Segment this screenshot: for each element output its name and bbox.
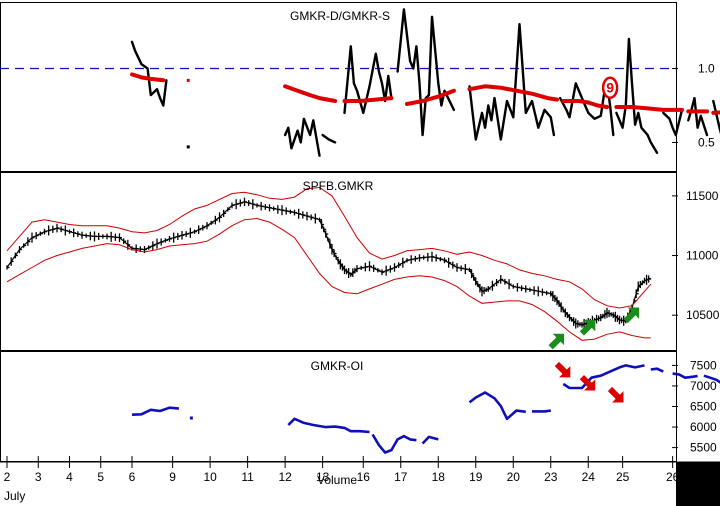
- corner-box: [676, 462, 720, 506]
- arrow-shape: [623, 307, 640, 324]
- ratio-line: [130, 40, 168, 107]
- upper-band-line: [6, 186, 652, 309]
- x-tick-label: 10: [203, 470, 217, 484]
- x-tick-label: 23: [544, 470, 558, 484]
- x-tick-label: 13: [316, 470, 330, 484]
- arrow-shape: [579, 374, 596, 391]
- ratio-line: [321, 133, 337, 144]
- ratio-ma-line: [283, 84, 338, 103]
- oi-line: [650, 367, 664, 373]
- x-tick-label: 6: [129, 470, 136, 484]
- arrow-up-icon: [579, 320, 596, 336]
- oi-line: [672, 372, 698, 379]
- ratio-panel: 981.00.5: [0, 8, 720, 157]
- volume-label: Volume: [317, 473, 357, 487]
- ratio-ma-line: [467, 84, 559, 102]
- price-panel: 11500 11000 10500: [6, 186, 720, 350]
- x-tick-label: 4: [66, 470, 73, 484]
- arrow-up-icon: [548, 333, 565, 350]
- y-tick-label: 0.5: [698, 135, 715, 149]
- x-tick-label: 20: [507, 470, 521, 484]
- ratio-line: [396, 8, 456, 137]
- x-axis: 2 3 4 5 6 9 10 11 12 13 16 17 18 19 20 23 24 25 26: [4, 456, 720, 506]
- x-tick-label: 3: [35, 470, 42, 484]
- x-tick-label: 25: [616, 470, 630, 484]
- x-tick-label: 2: [4, 470, 11, 484]
- oi-panel-title: GMKR-OI: [311, 359, 364, 373]
- x-tick-label: 24: [582, 470, 596, 484]
- x-tick-label: 5: [97, 470, 104, 484]
- ratio-ma-line: [130, 72, 166, 83]
- marker-circle: [601, 76, 619, 99]
- ratio-line: [468, 23, 556, 141]
- arrow-up-icon: [623, 307, 640, 324]
- oi-line: [371, 433, 417, 454]
- y-tick-label: 11500: [686, 189, 719, 203]
- y-tick-label: 5500: [690, 441, 717, 455]
- ratio-line: [662, 108, 684, 137]
- price-panel-title: SPFB.GMKR: [303, 179, 374, 193]
- x-tick-label: 12: [278, 470, 292, 484]
- ratio-panel-title: GMKR-D/GMKR-S: [290, 9, 390, 23]
- oi-line: [131, 406, 180, 416]
- y-tick-label: 7000: [690, 379, 717, 393]
- y-tick-label: 10500: [686, 308, 720, 322]
- arrow-down-icon: [607, 386, 624, 403]
- x-tick-label: 19: [469, 470, 483, 484]
- oi-line: [287, 417, 370, 434]
- x-tick-label: 16: [357, 470, 371, 484]
- arrow-shape: [554, 361, 571, 378]
- y-tick-label: 1.0: [698, 62, 715, 76]
- arrow-shape: [548, 333, 565, 350]
- oi-point: [189, 416, 193, 420]
- ratio-line: [615, 37, 659, 154]
- y-tick-label: 7500: [690, 358, 717, 372]
- ratio-line: [687, 96, 709, 137]
- oi-line: [532, 409, 551, 413]
- ratio-ma-line: [614, 105, 684, 112]
- oi-line: [421, 435, 439, 445]
- ratio-line: [283, 117, 321, 157]
- arrow-shape: [607, 386, 624, 403]
- price-line: [6, 201, 652, 326]
- marker-label: 9: [606, 80, 614, 96]
- arrow-shape: [579, 320, 596, 336]
- oi-panel: 7500 7000 6500 6000 5500: [131, 358, 720, 455]
- x-tick-label: 18: [432, 470, 446, 484]
- y-tick-label: 6000: [690, 420, 717, 434]
- ma-point: [186, 78, 190, 82]
- ratio-ma-line: [561, 99, 609, 109]
- ratio-ma-line: [342, 96, 394, 103]
- arrow-down-icon: [579, 374, 596, 391]
- month-label: July: [4, 489, 25, 503]
- panel-frame: [0, 2, 677, 172]
- oi-line: [468, 391, 526, 421]
- oi-line: [562, 364, 645, 390]
- x-tick-label: 9: [169, 470, 176, 484]
- panel-frame: [0, 172, 677, 351]
- ratio-ma-line: [711, 110, 720, 115]
- x-tick-label: 11: [241, 470, 254, 484]
- y-tick-label: 11000: [686, 249, 719, 263]
- lower-band-line: [6, 217, 651, 341]
- arrow-down-icon: [554, 361, 571, 378]
- x-tick-label: 17: [394, 470, 408, 484]
- ratio-point: [186, 145, 190, 149]
- oi-line: [703, 374, 720, 384]
- ratio-ma-line: [405, 88, 456, 106]
- y-tick-label: 6500: [690, 400, 717, 414]
